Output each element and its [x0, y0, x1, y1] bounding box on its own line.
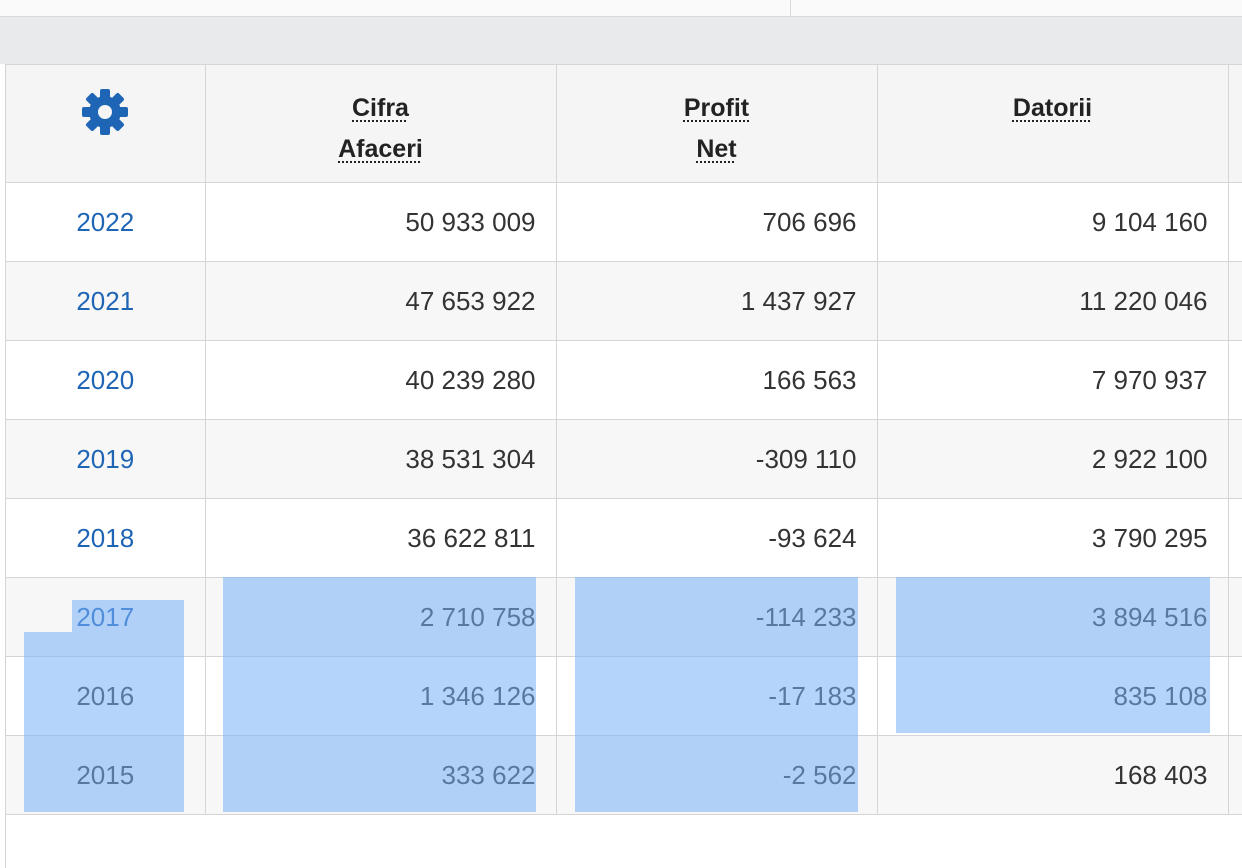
- profit-net-cell: 166 563: [555, 340, 878, 420]
- cifra-afaceri-cell: 2 710 758: [204, 577, 557, 657]
- column-header-profit-net-line2: Net: [696, 135, 737, 163]
- top-panel-strip: [0, 0, 1242, 17]
- table-row: 2021 47 653 922 1 437 927 11 220 046: [6, 261, 1242, 341]
- datorii-cell: 9 104 160: [876, 182, 1229, 262]
- profit-net-cell: -309 110: [555, 419, 878, 499]
- cifra-afaceri-cell: 38 531 304: [204, 419, 557, 499]
- profit-net-cell: 706 696: [555, 182, 878, 262]
- profit-net-cell: -114 233: [555, 577, 878, 657]
- financial-table-container: Cifra Afaceri Profit Net Datorii 2022 50 93…: [5, 64, 1242, 868]
- datorii-cell: 2 922 100: [876, 419, 1229, 499]
- profit-net-cell: -93 624: [555, 498, 878, 578]
- datorii-cell: 7 970 937: [876, 340, 1229, 420]
- datorii-cell: 835 108: [876, 656, 1229, 736]
- year-cell[interactable]: 2019: [6, 419, 206, 499]
- profit-net-cell: -17 183: [555, 656, 878, 736]
- cifra-afaceri-cell: 40 239 280: [204, 340, 557, 420]
- overflow-cell: [1227, 340, 1242, 420]
- overflow-cell: [1227, 419, 1242, 499]
- table-body: 2022 50 933 009 706 696 9 104 160 2021 47 653…: [6, 182, 1242, 815]
- datorii-cell: 3 894 516: [876, 577, 1229, 657]
- top-panel-divider: [790, 0, 791, 16]
- header-row: Cifra Afaceri Profit Net Datorii: [6, 64, 1242, 183]
- overflow-cell: [1227, 498, 1242, 578]
- column-header-datorii-line1: Datorii: [1012, 94, 1093, 122]
- table-row: 2018 36 622 811 -93 624 3 790 295: [6, 498, 1242, 578]
- column-header-datorii-label[interactable]: Datorii: [1013, 88, 1092, 129]
- year-link[interactable]: 2017: [76, 601, 135, 632]
- cifra-afaceri-cell: 47 653 922: [204, 261, 557, 341]
- overflow-cell: [1227, 656, 1242, 736]
- profit-net-cell: -2 562: [555, 735, 878, 815]
- column-header-profit-net[interactable]: Profit Net: [555, 64, 878, 183]
- year-link[interactable]: 2021: [76, 285, 135, 316]
- column-header-cifra-afaceri[interactable]: Cifra Afaceri: [204, 64, 557, 183]
- datorii-cell: 3 790 295: [876, 498, 1229, 578]
- year-cell: 2015: [6, 735, 206, 815]
- year-label: 2015: [76, 759, 135, 790]
- year-cell[interactable]: 2021: [6, 261, 206, 341]
- column-header-cifra-afaceri-line2: Afaceri: [338, 135, 423, 163]
- year-link[interactable]: 2022: [76, 206, 135, 237]
- cifra-afaceri-cell: 1 346 126: [204, 656, 557, 736]
- financial-table: Cifra Afaceri Profit Net Datorii 2022 50 93…: [6, 64, 1242, 815]
- cifra-afaceri-cell: 333 622: [204, 735, 557, 815]
- cifra-afaceri-cell: 50 933 009: [204, 182, 557, 262]
- overflow-cell: [1227, 261, 1242, 341]
- column-header-cifra-afaceri-line1: Cifra: [352, 94, 409, 122]
- column-header-datorii[interactable]: Datorii: [876, 64, 1229, 183]
- year-cell[interactable]: 2022: [6, 182, 206, 262]
- year-link[interactable]: 2020: [76, 364, 135, 395]
- gear-icon[interactable]: [80, 87, 130, 144]
- table-row: 2019 38 531 304 -309 110 2 922 100: [6, 419, 1242, 499]
- profit-net-cell: 1 437 927: [555, 261, 878, 341]
- overflow-cell: [1227, 735, 1242, 815]
- year-link[interactable]: 2019: [76, 443, 135, 474]
- year-label: 2016: [76, 680, 135, 711]
- year-link[interactable]: 2018: [76, 522, 135, 553]
- table-row: 2017 2 710 758 -114 233 3 894 516: [6, 577, 1242, 657]
- year-cell[interactable]: 2018: [6, 498, 206, 578]
- table-row: 2015 333 622 -2 562 168 403: [6, 735, 1242, 815]
- year-cell[interactable]: 2020: [6, 340, 206, 420]
- settings-header[interactable]: [6, 64, 206, 183]
- table-row: 2020 40 239 280 166 563 7 970 937: [6, 340, 1242, 420]
- datorii-cell: 11 220 046: [876, 261, 1229, 341]
- table-row: 2022 50 933 009 706 696 9 104 160: [6, 182, 1242, 262]
- overflow-cell: [1227, 182, 1242, 262]
- year-cell: 2016: [6, 656, 206, 736]
- column-header-profit-net-label[interactable]: Profit Net: [684, 88, 749, 170]
- section-spacer: [0, 17, 1242, 64]
- datorii-cell: 168 403: [876, 735, 1229, 815]
- column-header-cifra-afaceri-label[interactable]: Cifra Afaceri: [338, 88, 423, 170]
- table-row: 2016 1 346 126 -17 183 835 108: [6, 656, 1242, 736]
- column-header-profit-net-line1: Profit: [683, 94, 750, 122]
- column-header-overflow: [1227, 64, 1242, 183]
- cifra-afaceri-cell: 36 622 811: [204, 498, 557, 578]
- overflow-cell: [1227, 577, 1242, 657]
- year-cell[interactable]: 2017: [6, 577, 206, 657]
